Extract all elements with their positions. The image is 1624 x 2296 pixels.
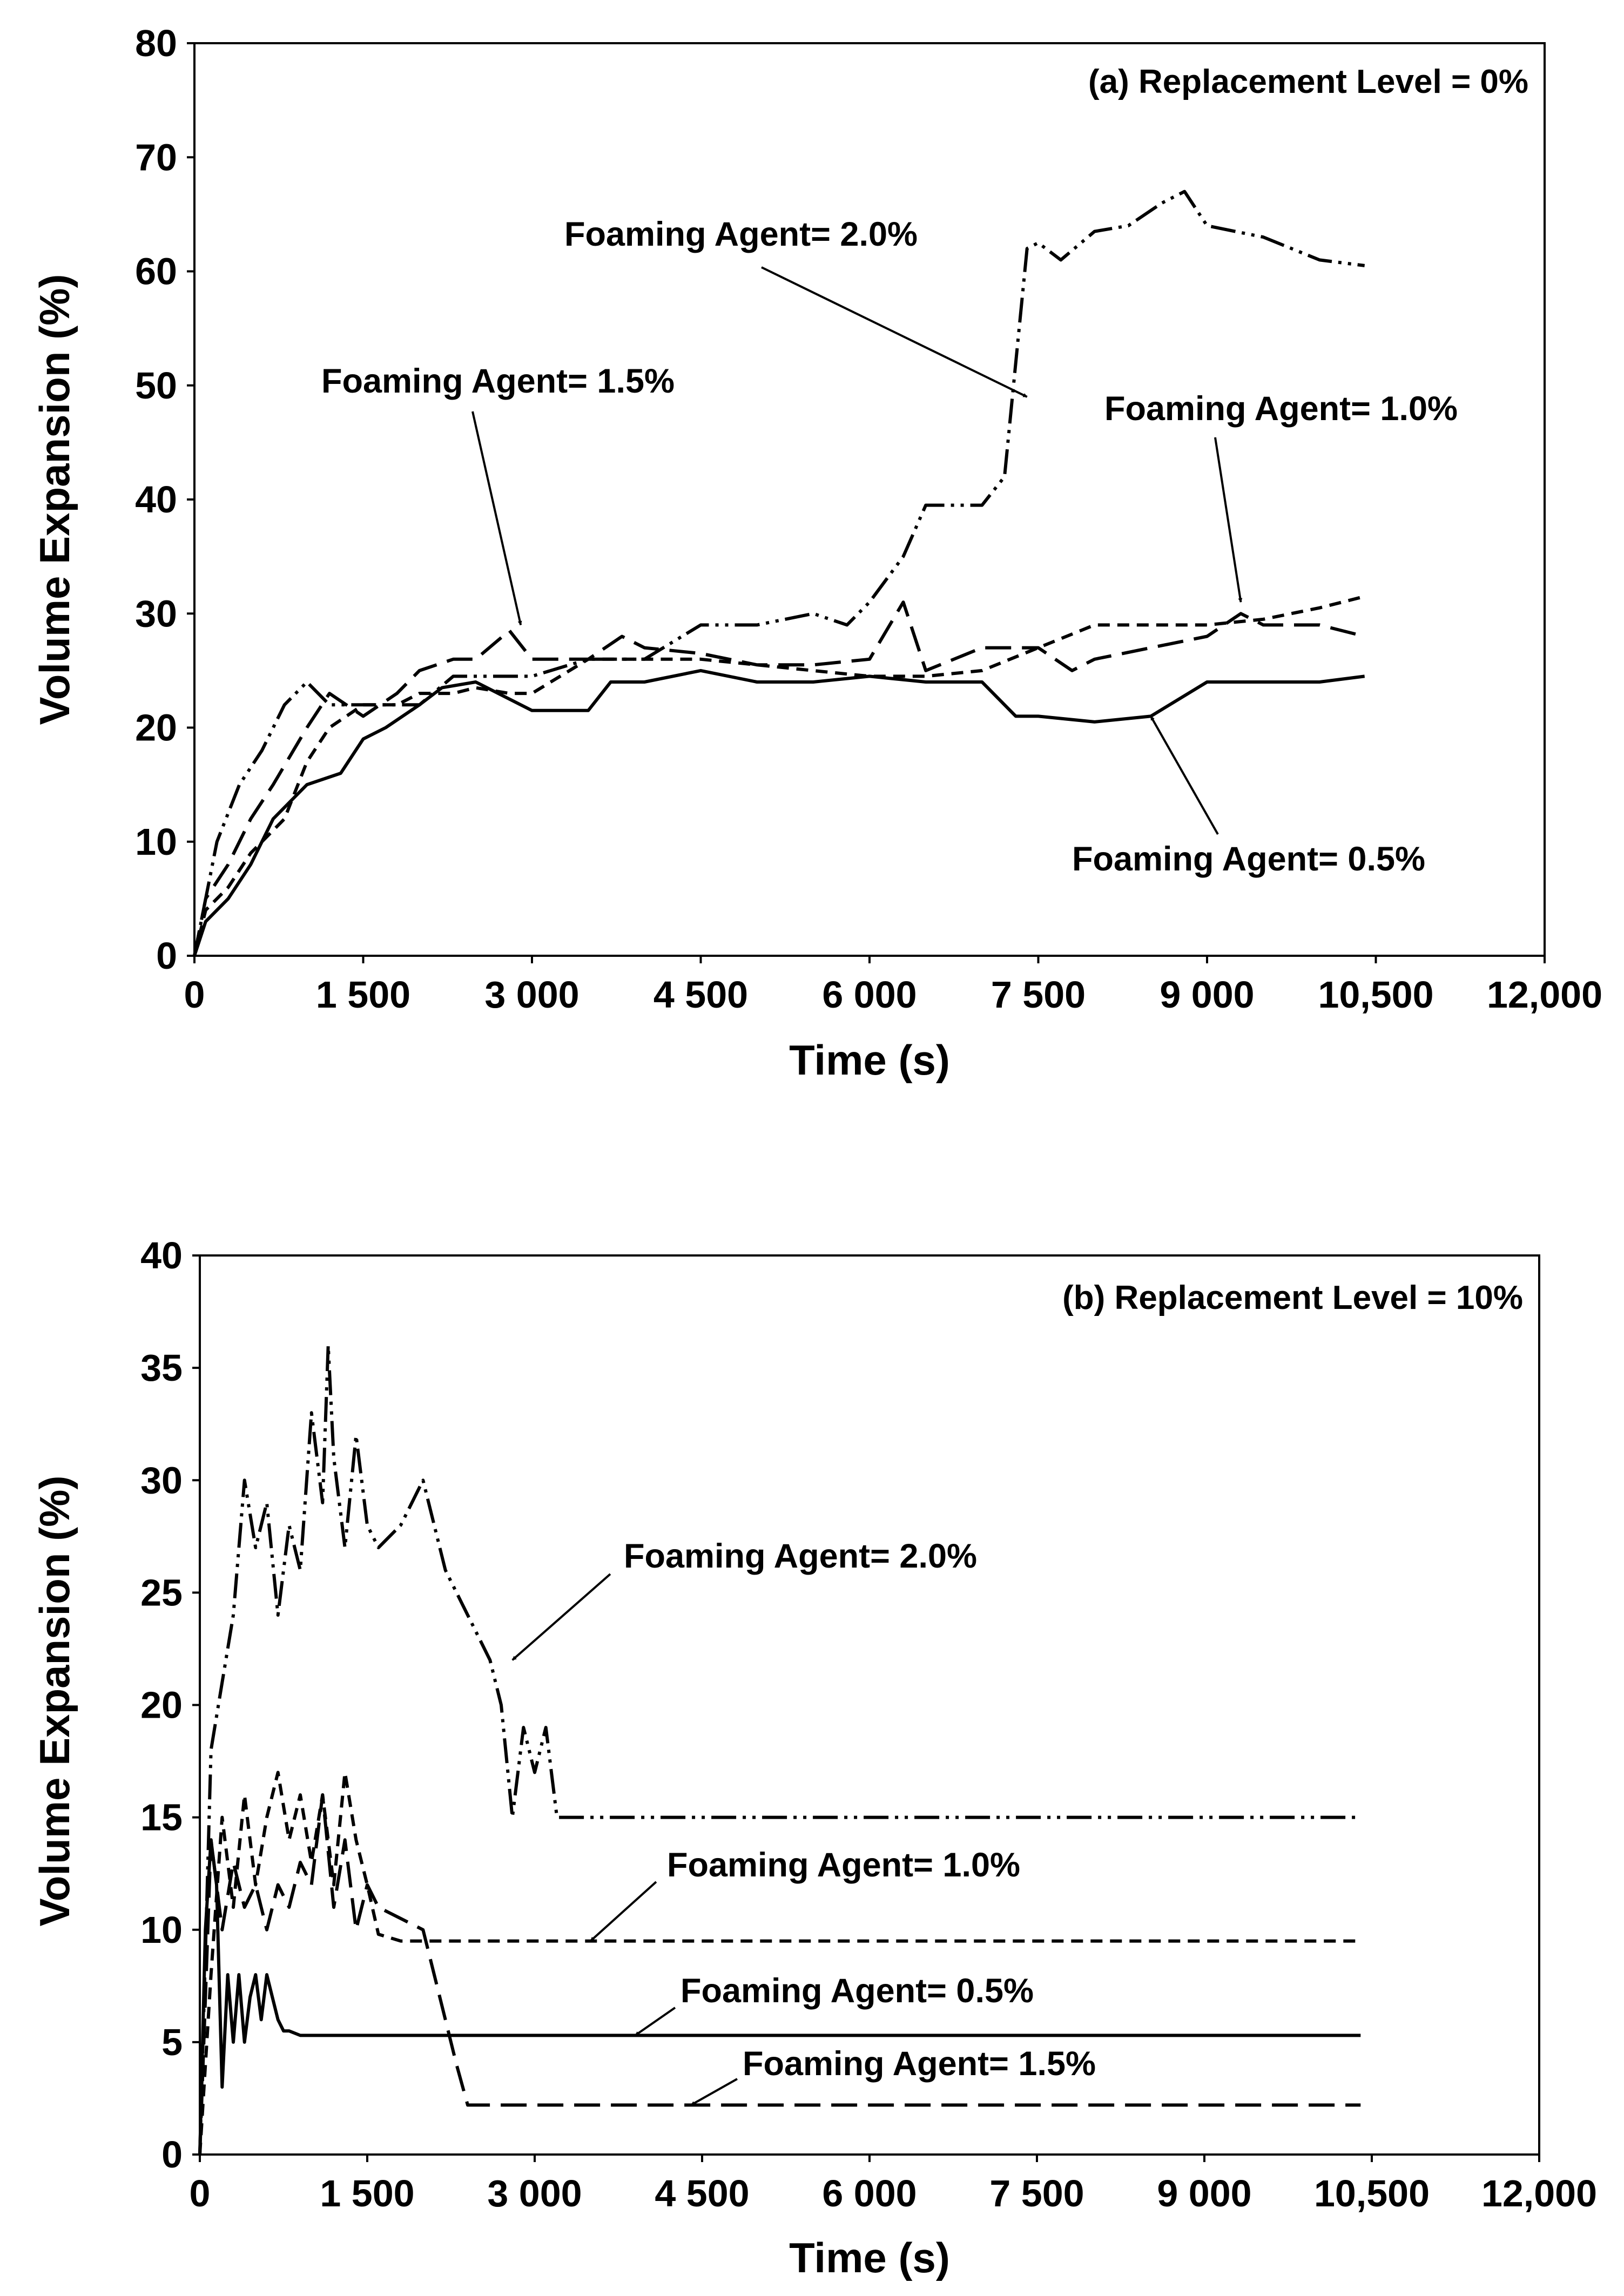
x-tick-label: 10,500 <box>1318 974 1433 1016</box>
x-tick-label: 3 000 <box>484 974 579 1016</box>
annotation-arrow <box>634 2007 676 2037</box>
annotation-label: Foaming Agent= 1.0% <box>1104 390 1458 428</box>
annotation-foaming-2.0: Foaming Agent= 2.0% <box>564 215 1028 398</box>
series-group <box>193 190 1365 956</box>
y-tick-label: 0 <box>161 2133 183 2176</box>
annotation-arrow <box>511 1573 611 1661</box>
x-tick-label: 0 <box>184 974 205 1016</box>
annotation-label: Foaming Agent= 2.0% <box>564 215 918 253</box>
annotation-foaming-1.5: Foaming Agent= 1.5% <box>321 362 675 626</box>
x-axis: 0 1 500 3 000 4 500 6 000 7 500 9 000 10,500 12,… <box>184 956 1602 1016</box>
series-line-1.0 <box>198 1771 1361 2155</box>
plot-frame <box>193 42 1546 957</box>
annotation-foaming-1.5: Foaming Agent= 1.5% <box>690 2045 1096 2106</box>
x-tick-label: 0 <box>190 2172 211 2214</box>
annotation-arrow <box>690 2078 738 2106</box>
y-tick-label: 10 <box>140 1909 183 1951</box>
annotation-foaming-0.5: Foaming Agent= 0.5% <box>634 1972 1034 2037</box>
y-tick-label: 60 <box>135 251 177 293</box>
plot-frame <box>199 1254 1540 2156</box>
series-group <box>198 1343 1361 2155</box>
series-line-1.0 <box>193 595 1365 956</box>
annotation-foaming-1.0: Foaming Agent= 1.0% <box>589 1846 1020 1942</box>
x-tick-label: 7 500 <box>989 2172 1084 2214</box>
y-tick-label: 35 <box>140 1347 183 1389</box>
x-tick-label: 9 000 <box>1160 974 1254 1016</box>
x-axis-title: Time (s) <box>789 2234 950 2281</box>
annotation-arrow <box>1214 437 1243 603</box>
y-axis-title: Volume Expansion (%) <box>31 1476 78 1927</box>
y-tick-label: 70 <box>135 136 177 178</box>
annotation-label: Foaming Agent= 1.5% <box>743 2045 1096 2083</box>
x-tick-label: 1 500 <box>316 974 410 1016</box>
annotation-label: Foaming Agent= 0.5% <box>1072 840 1425 878</box>
x-tick-label: 3 000 <box>487 2172 582 2214</box>
panel-b-chart: 0 5 10 15 20 25 30 35 40 0 1 500 3 000 4 500 6 000 7 … <box>31 1234 1597 2281</box>
y-tick-label: 80 <box>135 22 177 64</box>
y-tick-label: 40 <box>135 478 177 521</box>
x-tick-label: 9 000 <box>1157 2172 1251 2214</box>
series-line-1.5 <box>198 1793 1361 2155</box>
annotation-label: Foaming Agent= 1.0% <box>667 1846 1020 1884</box>
y-tick-label: 15 <box>140 1797 183 1839</box>
x-tick-label: 7 500 <box>991 974 1086 1016</box>
y-tick-label: 25 <box>140 1571 183 1613</box>
y-axis: 0 5 10 15 20 25 30 35 40 <box>140 1234 200 2176</box>
y-tick-label: 40 <box>140 1234 183 1277</box>
y-tick-label: 20 <box>135 707 177 749</box>
annotation-arrow <box>471 411 522 626</box>
series-line-1.5 <box>193 600 1365 956</box>
annotation-foaming-2.0: Foaming Agent= 2.0% <box>511 1537 977 1661</box>
y-tick-label: 20 <box>140 1684 183 1726</box>
annotation-label: Foaming Agent= 0.5% <box>680 1972 1034 2010</box>
chart-title: (a) Replacement Level = 0% <box>1088 63 1528 100</box>
x-axis-title: Time (s) <box>789 1036 950 1084</box>
x-tick-label: 12,000 <box>1481 2172 1597 2214</box>
y-axis-title: Volume Expansion (%) <box>31 274 78 725</box>
x-axis: 0 1 500 3 000 4 500 6 000 7 500 9 000 10,500 12,… <box>190 2155 1597 2214</box>
annotation-arrow <box>589 1881 657 1942</box>
y-tick-label: 10 <box>135 821 177 863</box>
annotation-arrow <box>1150 715 1219 835</box>
panel-a-chart: 0 10 20 30 40 50 60 70 80 0 1 500 3 000 4 500 6 000 7… <box>31 22 1602 1084</box>
x-tick-label: 12,000 <box>1487 974 1602 1016</box>
chart-title: (b) Replacement Level = 10% <box>1062 1279 1523 1316</box>
annotation-label: Foaming Agent= 2.0% <box>624 1537 977 1575</box>
annotation-foaming-0.5: Foaming Agent= 0.5% <box>1072 715 1425 878</box>
series-line-0.5 <box>198 1838 1361 2155</box>
y-tick-label: 30 <box>135 592 177 634</box>
series-line-0.5 <box>193 668 1365 956</box>
x-tick-label: 10,500 <box>1314 2172 1430 2214</box>
annotation-label: Foaming Agent= 1.5% <box>321 362 675 400</box>
y-tick-label: 0 <box>156 935 177 977</box>
x-tick-label: 4 500 <box>655 2172 749 2214</box>
x-tick-label: 6 000 <box>822 974 917 1016</box>
series-line-2.0 <box>193 190 1365 956</box>
y-tick-label: 5 <box>161 2021 183 2063</box>
y-tick-label: 50 <box>135 364 177 407</box>
annotation-arrow <box>761 266 1028 398</box>
x-tick-label: 4 500 <box>653 974 748 1016</box>
y-tick-label: 30 <box>140 1459 183 1501</box>
annotation-foaming-1.0: Foaming Agent= 1.0% <box>1104 390 1458 603</box>
series-line-2.0 <box>198 1343 1361 2155</box>
x-tick-label: 1 500 <box>320 2172 414 2214</box>
x-tick-label: 6 000 <box>822 2172 917 2214</box>
y-axis: 0 10 20 30 40 50 60 70 80 <box>135 22 194 977</box>
